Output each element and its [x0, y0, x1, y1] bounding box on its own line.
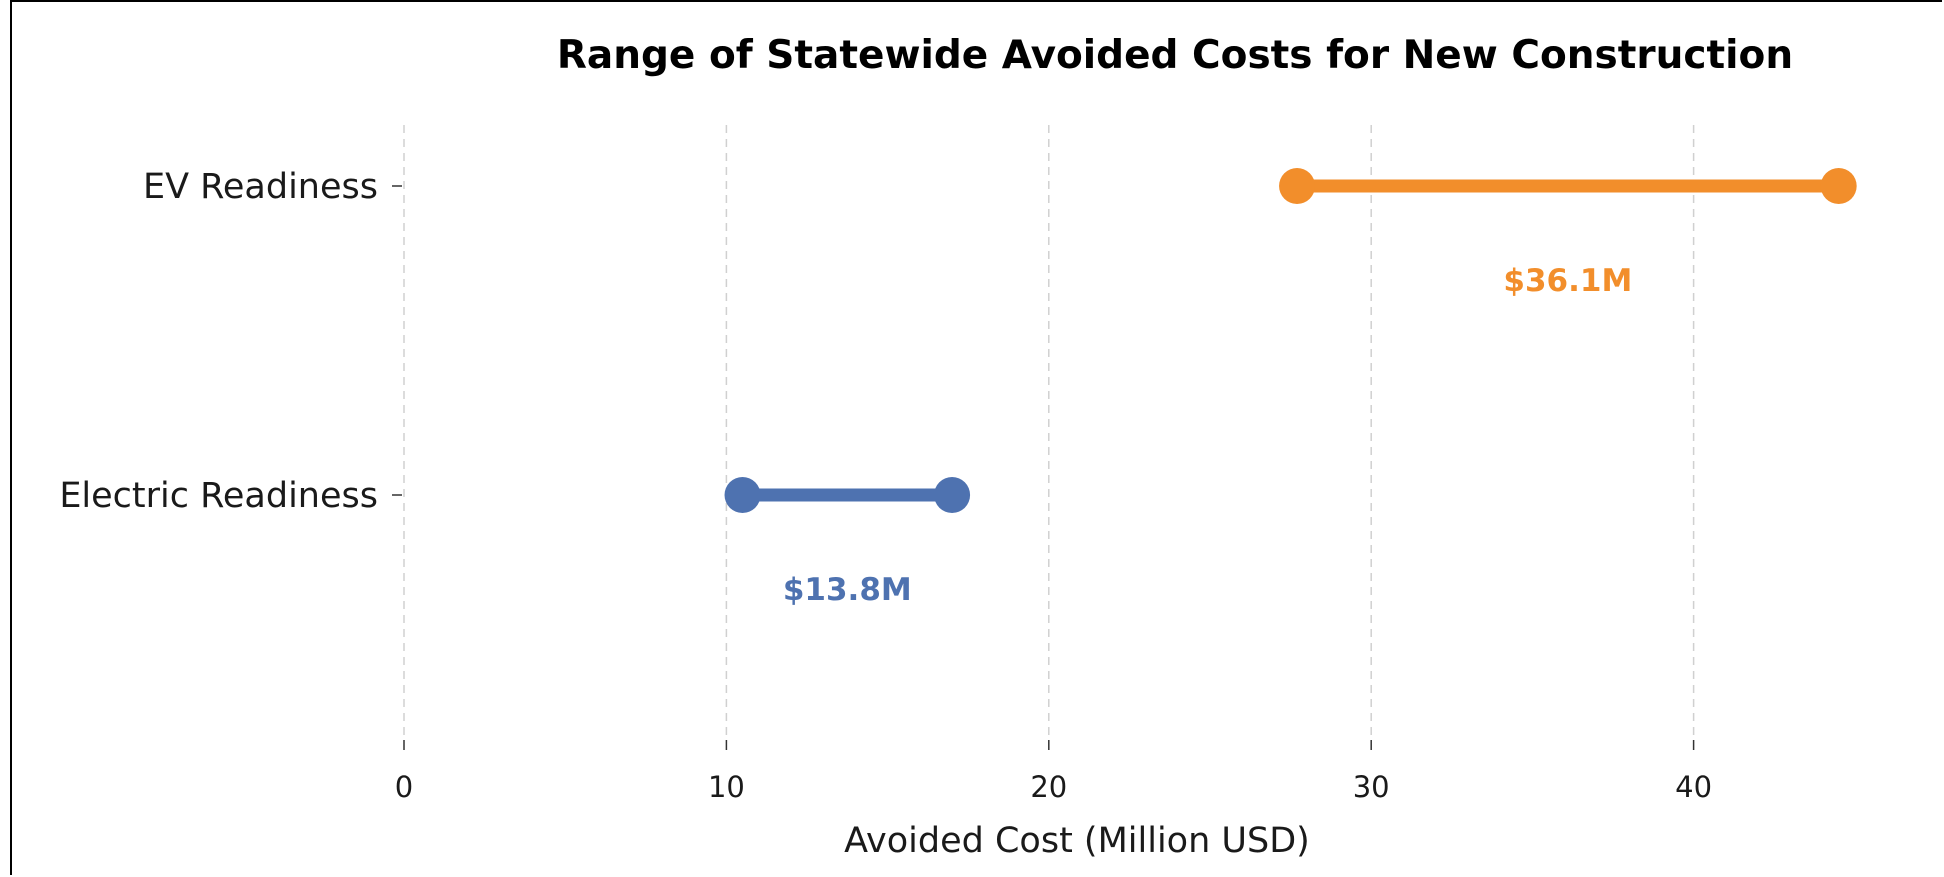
value-label-0: $36.1M [1503, 263, 1632, 299]
y-tick-label-1: Electric Readiness [59, 476, 378, 516]
range-high-point-0 [1820, 168, 1857, 204]
x-tick-label-40: 40 [1675, 770, 1712, 804]
x-axis-ticks: 0 10 20 30 40 [395, 740, 1712, 804]
y-axis-ticks: EV Readiness Electric Readiness [59, 167, 402, 516]
range-high-point-1 [934, 477, 971, 513]
range-low-point-1 [724, 477, 761, 513]
value-label-1: $13.8M [783, 572, 912, 608]
grid-lines [403, 125, 1695, 740]
x-tick-label-30: 30 [1353, 770, 1390, 804]
chart-frame [10, 0, 1942, 875]
x-axis-label: Avoided Cost (Million USD) [844, 821, 1310, 861]
x-tick-label-20: 20 [1030, 770, 1067, 804]
y-tick-label-0: EV Readiness [143, 167, 378, 207]
x-tick-label-10: 10 [708, 770, 745, 804]
series-layer: $36.1M $13.8M [724, 168, 1857, 608]
x-tick-label-0: 0 [395, 770, 413, 804]
chart-title: Range of Statewide Avoided Costs for New… [557, 33, 1793, 78]
range-low-point-0 [1279, 168, 1316, 204]
